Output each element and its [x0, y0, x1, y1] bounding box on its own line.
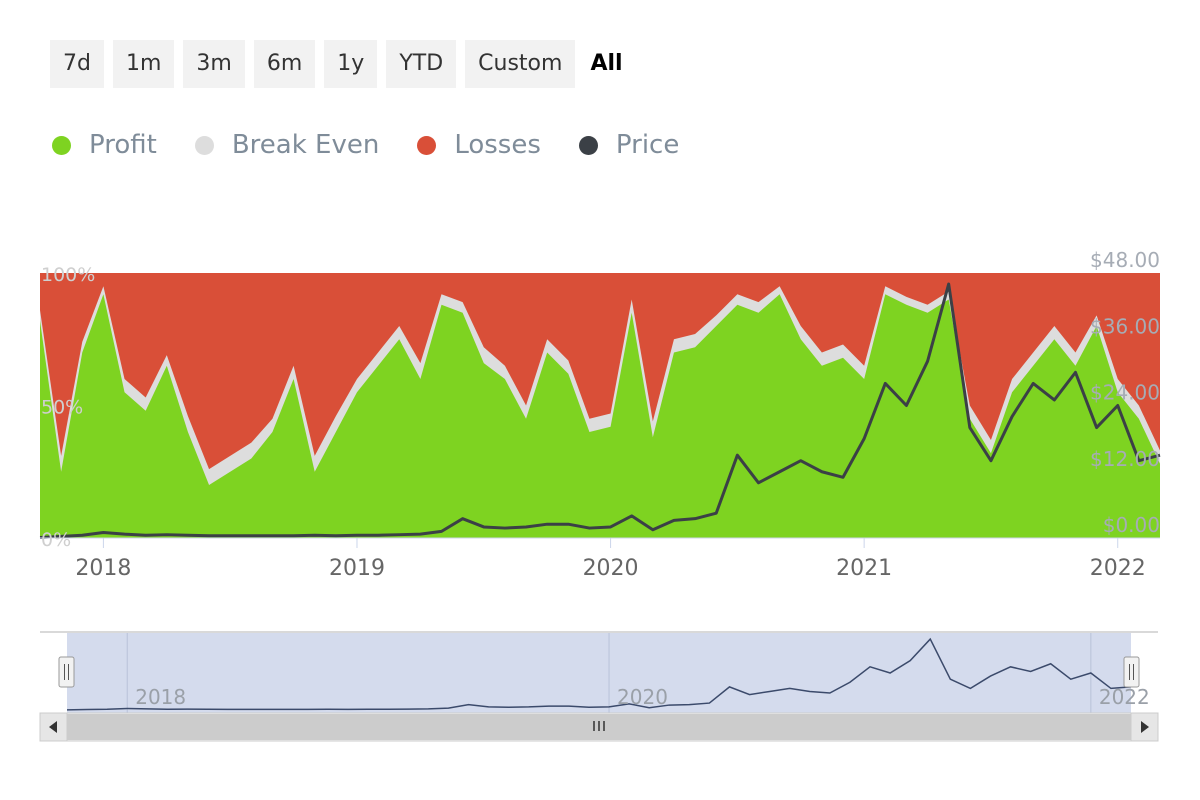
arrow-right-icon [1141, 721, 1149, 733]
navigator-left-handle[interactable] [58, 656, 75, 688]
legend-dot-losses [417, 135, 437, 155]
legend-label-price: Price [615, 130, 680, 160]
chart-legend: Profit Break Even Losses Price [52, 130, 679, 160]
legend-dot-break-even [194, 135, 214, 155]
legend-item-price[interactable]: Price [578, 130, 680, 160]
range-1y-button[interactable]: 1y [324, 40, 378, 88]
legend-dot-profit [52, 135, 71, 155]
navigator-right-handle[interactable] [1123, 656, 1140, 688]
arrow-left-icon [49, 721, 57, 733]
legend-label-profit: Profit [89, 130, 157, 160]
navigator-price-line [66, 637, 1132, 711]
scroll-right-button[interactable] [1130, 712, 1159, 742]
navigator-tick-label: 2018 [135, 685, 186, 709]
navigator-tick-label: 2022 [1099, 685, 1150, 709]
navigator-labels: 2018 2020 2022 [135, 685, 1150, 709]
legend-item-break-even[interactable]: Break Even [194, 130, 380, 160]
navigator-tick-label: 2020 [617, 685, 668, 709]
range-1m-button[interactable]: 1m [112, 40, 175, 88]
range-7d-button[interactable]: 7d [50, 40, 104, 88]
range-3m-button[interactable]: 3m [183, 40, 245, 88]
legend-dot-price [578, 135, 598, 155]
legend-label-break-even: Break Even [231, 130, 380, 160]
range-selector: 7d 1m 3m 6m 1y YTD Custom All [50, 40, 629, 88]
scrollbar-grip-icon [593, 721, 605, 731]
range-6m-button[interactable]: 6m [253, 40, 316, 88]
range-custom-button[interactable]: Custom [465, 40, 576, 88]
legend-item-losses[interactable]: Losses [417, 130, 541, 160]
scroll-left-button[interactable] [39, 712, 68, 742]
range-ytd-button[interactable]: YTD [386, 40, 457, 88]
range-all-button[interactable]: All [590, 51, 623, 76]
legend-label-losses: Losses [454, 130, 541, 160]
navigator-selected-range[interactable] [67, 633, 1131, 713]
legend-item-profit[interactable]: Profit [52, 130, 157, 160]
